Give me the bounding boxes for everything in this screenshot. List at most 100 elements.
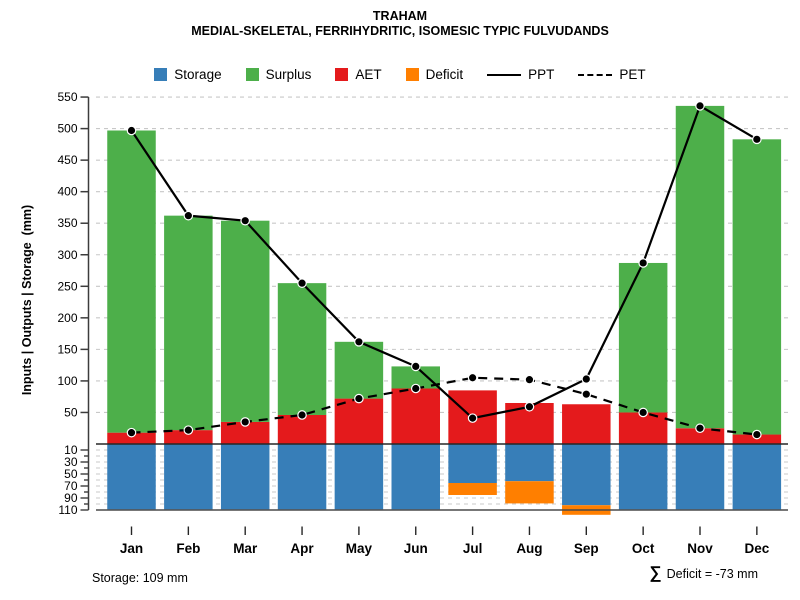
- bar-storage-Jan: [107, 444, 156, 510]
- chart-subtitle: MEDIAL-SKELETAL, FERRIHYDRITIC, ISOMESIC…: [191, 24, 609, 38]
- pet-point-Mar: [240, 417, 250, 427]
- y-tick-label-300: 300: [57, 248, 77, 262]
- storage-swatch-icon: [154, 68, 168, 81]
- legend-label-surplus: Surplus: [265, 67, 312, 82]
- y-tick-label-200: 200: [57, 311, 77, 325]
- bar-deficit-Jul: [448, 483, 497, 495]
- y-tick-label-450: 450: [57, 153, 77, 167]
- pet-point-Apr: [297, 410, 307, 420]
- bar-storage-Mar: [220, 444, 270, 510]
- pet-line: [131, 376, 757, 436]
- aet-swatch-icon: [335, 68, 349, 81]
- ppt-point-Jul: [467, 413, 478, 423]
- deficit-swatch-icon: [405, 68, 419, 81]
- pet-point-Sep: [581, 389, 592, 399]
- pet-point-Dec: [752, 429, 762, 440]
- dashed-line-icon: [578, 73, 613, 76]
- bar-storage-Dec: [732, 444, 782, 510]
- bar-aet-May: [334, 398, 384, 444]
- bar-aet-Feb: [164, 430, 213, 444]
- bar-surplus-May: [334, 341, 384, 399]
- month-label-Nov: Nov: [687, 541, 713, 556]
- y-tick-label-550: 550: [57, 90, 77, 104]
- legend-item-aet: AET: [335, 67, 382, 82]
- bar-surplus-Nov: [675, 105, 725, 429]
- legend: Storage Surplus AET Deficit PPT PET: [0, 67, 800, 82]
- ppt-point-May: [354, 337, 364, 347]
- bar-aet-Oct: [618, 412, 668, 444]
- bar-aet-Jun: [391, 388, 440, 444]
- bar-storage-Jun: [391, 444, 440, 510]
- bar-aet-Mar: [220, 421, 270, 444]
- legend-item-surplus: Surplus: [245, 67, 312, 82]
- bar-storage-Apr: [277, 444, 327, 510]
- bar-surplus-Oct: [618, 262, 668, 413]
- bar-storage-Aug: [505, 444, 554, 482]
- month-label-Apr: Apr: [290, 541, 314, 556]
- bar-aet-Jan: [107, 432, 156, 444]
- bar-aet-Nov: [675, 428, 725, 444]
- pet-point-Oct: [638, 407, 648, 418]
- month-label-Feb: Feb: [176, 541, 200, 556]
- month-label-Dec: Dec: [744, 541, 769, 556]
- legend-label-deficit: Deficit: [425, 67, 464, 82]
- bar-storage-Feb: [164, 444, 213, 510]
- pet-point-Jan: [126, 427, 137, 438]
- solid-line-icon: [487, 73, 522, 76]
- y-tick-lower-label-70: 70: [64, 479, 78, 493]
- y-tick-lower-label-90: 90: [64, 491, 78, 505]
- pet-point-Aug: [524, 374, 535, 385]
- y-tick-lower-label-50: 50: [64, 467, 78, 481]
- month-label-Jul: Jul: [463, 541, 483, 556]
- ppt-point-Oct: [638, 258, 648, 268]
- bar-deficit-Aug: [505, 481, 554, 504]
- y-tick-lower-label-110: 110: [58, 503, 77, 517]
- bar-surplus-Dec: [732, 139, 782, 435]
- bar-storage-Jul: [448, 444, 497, 483]
- month-label-Jan: Jan: [120, 541, 143, 556]
- storage-note: Storage: 109 mm: [92, 571, 188, 585]
- legend-item-pet: PET: [578, 67, 646, 82]
- chart-title: TRAHAM: [372, 9, 428, 23]
- y-tick-label-500: 500: [57, 122, 77, 136]
- month-label-Aug: Aug: [516, 541, 542, 556]
- ppt-point-Sep: [581, 374, 592, 384]
- bar-storage-Nov: [675, 444, 725, 510]
- month-label-Oct: Oct: [632, 541, 655, 556]
- ppt-point-Jun: [410, 361, 421, 372]
- bar-storage-Sep: [562, 444, 611, 506]
- y-tick-label-400: 400: [57, 185, 77, 199]
- ppt-point-Jan: [126, 125, 137, 136]
- month-label-Mar: Mar: [233, 541, 258, 556]
- legend-label-pet: PET: [619, 67, 646, 82]
- bar-storage-May: [334, 444, 384, 510]
- bar-surplus-Jun: [391, 366, 440, 389]
- y-tick-label-50: 50: [64, 405, 78, 419]
- surplus-swatch-icon: [245, 68, 259, 81]
- bar-storage-Oct: [618, 444, 668, 510]
- bar-aet-Sep: [562, 404, 611, 444]
- bar-aet-Apr: [277, 414, 327, 444]
- ppt-point-Dec: [752, 134, 762, 145]
- y-tick-label-350: 350: [57, 216, 77, 230]
- pet-point-May: [354, 393, 364, 404]
- y-tick-lower-label-10: 10: [64, 443, 78, 457]
- legend-item-ppt: PPT: [487, 67, 554, 82]
- bar-surplus-Mar: [220, 220, 270, 422]
- ppt-point-Apr: [297, 278, 307, 288]
- month-label-Jun: Jun: [404, 541, 428, 556]
- bar-surplus-Jan: [107, 130, 156, 433]
- ppt-line: [130, 104, 758, 420]
- y-tick-lower-label-30: 30: [64, 455, 78, 469]
- y-tick-label-250: 250: [57, 279, 77, 293]
- y-tick-label-150: 150: [57, 342, 77, 356]
- legend-label-ppt: PPT: [528, 67, 555, 82]
- pet-point-Nov: [695, 423, 705, 434]
- ppt-point-Mar: [240, 215, 250, 226]
- legend-item-storage: Storage: [154, 67, 222, 82]
- sigma-icon: ∑: [649, 563, 662, 582]
- deficit-note: ∑ Deficit = -73 mm: [650, 563, 758, 583]
- ppt-point-Aug: [524, 401, 535, 412]
